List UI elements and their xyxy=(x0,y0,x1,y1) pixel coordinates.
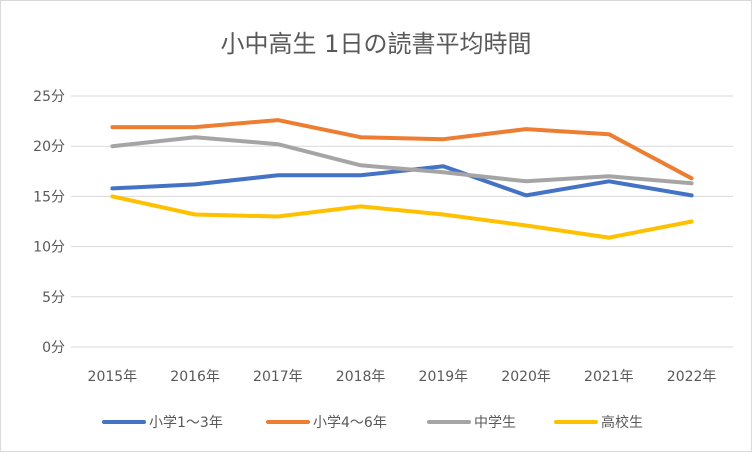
x-tick-label: 2020年 xyxy=(501,369,551,385)
x-tick-label: 2019年 xyxy=(419,369,469,385)
legend-label: 高校生 xyxy=(601,414,643,431)
y-axis-ticks: 0分 5分 10分 15分 20分 25分 xyxy=(33,89,65,356)
legend-label: 中学生 xyxy=(474,415,516,431)
series-line-4 xyxy=(110,194,694,240)
legend-label: 小学1～3年 xyxy=(149,415,223,431)
y-tick-label: 5分 xyxy=(42,290,65,306)
y-tick-label: 10分 xyxy=(33,240,65,256)
x-tick-label: 2017年 xyxy=(253,369,303,385)
x-tick-label: 2022年 xyxy=(667,369,717,385)
series-lines xyxy=(110,118,694,240)
series-line-3 xyxy=(110,135,694,186)
x-tick-label: 2021年 xyxy=(584,369,634,385)
y-tick-label: 15分 xyxy=(33,189,65,205)
chart-title: 小中高生 1日の読書平均時間 xyxy=(221,30,532,58)
gridlines xyxy=(71,95,733,348)
y-tick-label: 0分 xyxy=(42,340,65,356)
x-tick-label: 2018年 xyxy=(336,369,386,385)
x-tick-label: 2016年 xyxy=(170,369,220,385)
legend-label: 小学4～6年 xyxy=(313,415,387,431)
y-tick-label: 20分 xyxy=(33,139,65,155)
series-line-2 xyxy=(110,118,694,181)
legend: 小学1～3年 小学4～6年 中学生 高校生 xyxy=(102,414,643,431)
y-tick-label: 25分 xyxy=(33,89,65,105)
x-axis-ticks: 2015年 2016年 2017年 2018年 2019年 2020年 2021年 2022年 xyxy=(88,369,717,385)
x-tick-label: 2015年 xyxy=(88,369,138,385)
